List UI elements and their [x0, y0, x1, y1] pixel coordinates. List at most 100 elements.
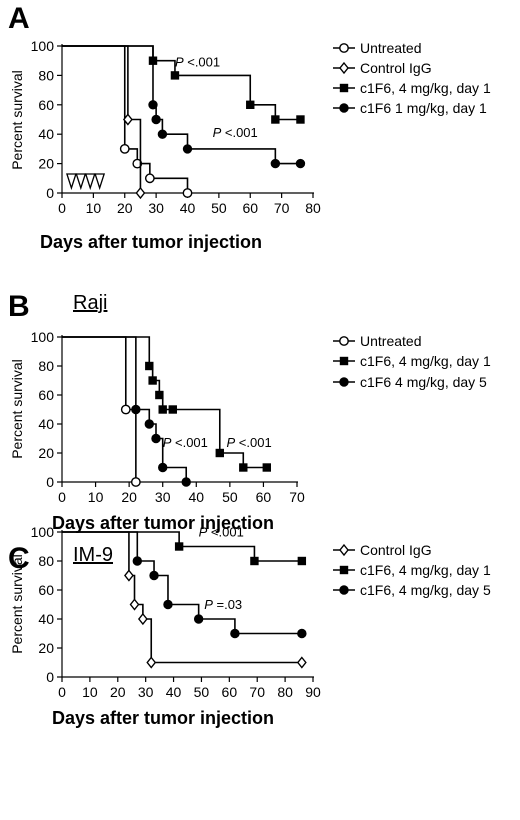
y-tick-label: 20	[38, 640, 54, 656]
series-point-c-2	[297, 628, 307, 639]
panel-c: C IM-9 0 10 20 30 40 50 60 70 80 90 0 20 40 60 80 100 Days…	[8, 524, 491, 728]
series-point-c-2	[163, 599, 173, 610]
series-line-b-2	[62, 336, 188, 482]
x-tick-label: 70	[274, 200, 290, 216]
series-point-b-2	[181, 477, 191, 487]
series-point-c-1	[174, 542, 184, 551]
x-tick-label: 30	[155, 489, 171, 505]
series-point-b-1	[148, 376, 157, 385]
y-tick-label: 80	[38, 553, 54, 569]
series-point-b-1	[262, 463, 271, 472]
series-point-c-2	[132, 556, 143, 566]
y-tick-label: 100	[31, 38, 55, 54]
x-tick-label: 0	[58, 200, 66, 216]
x-tick-label: 70	[249, 684, 265, 700]
series-point-b-2	[144, 419, 154, 429]
series-point-b-2	[131, 404, 141, 415]
series-line-a-3	[62, 45, 301, 165]
series-point-c-2	[193, 614, 204, 624]
series-point-a-3	[182, 144, 193, 154]
cell-line-label-b: Raji	[73, 292, 107, 314]
treatment-marker	[75, 173, 87, 191]
series-point-c-1	[297, 556, 307, 566]
series-point-a-2	[246, 100, 255, 109]
x-tick-label: 50	[211, 200, 227, 216]
series-point-a-1	[135, 186, 146, 200]
series-point-c-0	[146, 656, 157, 669]
series-point-c-0	[137, 612, 148, 626]
legend-marker	[339, 565, 349, 575]
x-tick-label: 60	[222, 684, 238, 700]
treatment-marker	[94, 173, 106, 191]
panel-a: A 0 10 20 30 40 50 60 70 80 0 20 40 60 80 100 Days after…	[8, 2, 491, 252]
x-tick-label: 10	[86, 200, 102, 216]
x-tick-label: 50	[222, 489, 238, 505]
y-axis-label-b: Percent survival	[9, 359, 25, 459]
x-tick-label: 30	[148, 200, 164, 216]
series-point-c-0	[124, 569, 134, 582]
y-tick-label: 20	[38, 445, 54, 461]
y-tick-label: 0	[46, 669, 54, 685]
legend-entry: c1F6, 4 mg/kg, day 5	[360, 582, 491, 598]
legend-entry: Control IgG	[360, 542, 432, 558]
y-axis-label-c: Percent survival	[9, 554, 25, 654]
series-point-a-3	[148, 100, 158, 110]
series-point-a-2	[296, 115, 305, 124]
p-value-annotation: P <.001	[163, 435, 208, 450]
legend-marker	[339, 377, 349, 387]
series-point-c-1	[250, 556, 259, 566]
y-tick-label: 40	[38, 126, 54, 142]
series-point-b-1	[168, 405, 177, 414]
series-point-c-2	[149, 570, 159, 581]
p-value-annotation: P <.001	[227, 435, 272, 450]
treatment-marker	[84, 173, 96, 191]
legend-entry: c1F6 4 mg/kg, day 5	[360, 374, 487, 390]
legend-marker	[339, 356, 349, 366]
y-tick-label: 0	[46, 474, 54, 490]
x-tick-label: 20	[121, 489, 137, 505]
series-point-a-0	[182, 188, 193, 198]
x-tick-label: 70	[289, 489, 305, 505]
panel-letter-b: B	[8, 290, 30, 323]
y-tick-label: 60	[38, 97, 54, 113]
legend-entry: Control IgG	[360, 60, 432, 76]
legend-marker	[339, 83, 349, 93]
y-tick-label: 60	[38, 387, 54, 403]
legend-marker	[339, 543, 349, 557]
x-tick-label: 10	[82, 684, 98, 700]
series-point-a-3	[151, 114, 161, 125]
x-tick-label: 0	[58, 684, 66, 700]
legend-entry: Untreated	[360, 333, 421, 349]
p-value-annotation: P =.03	[204, 597, 242, 612]
legend-marker	[339, 61, 349, 75]
series-line-c-1	[62, 531, 302, 562]
p-value-annotation: P <.001	[199, 524, 244, 539]
panel-letter-a: A	[8, 2, 30, 35]
series-point-c-2	[230, 628, 240, 639]
series-point-a-2	[170, 71, 180, 80]
y-axis-label-a: Percent survival	[9, 70, 25, 170]
legend-marker	[339, 336, 349, 346]
series-point-b-1	[215, 448, 224, 458]
legend-marker	[339, 103, 349, 113]
x-tick-label: 40	[180, 200, 196, 216]
series-point-b-1	[155, 390, 164, 400]
series-point-a-3	[295, 158, 306, 169]
panel-b: B Raji 0 10 20 30 40 50 60 70 0 20 40 60 80 100 Days aft…	[8, 290, 491, 533]
x-axis-label-c: Days after tumor injection	[52, 708, 274, 728]
panel-letter-c: C	[8, 542, 30, 575]
y-tick-label: 20	[38, 156, 54, 172]
series-point-b-1	[158, 405, 167, 414]
legend-entry: c1F6, 4 mg/kg, day 1	[360, 80, 491, 96]
cell-line-label-c: IM-9	[73, 544, 113, 566]
series-point-c-0	[296, 656, 307, 669]
series-point-a-3	[157, 129, 168, 139]
y-tick-label: 40	[38, 611, 54, 627]
x-tick-label: 40	[188, 489, 204, 505]
series-point-a-3	[270, 158, 281, 169]
y-tick-label: 100	[31, 524, 55, 540]
y-tick-label: 40	[38, 416, 54, 432]
x-tick-label: 40	[166, 684, 182, 700]
y-tick-label: 0	[46, 185, 54, 201]
